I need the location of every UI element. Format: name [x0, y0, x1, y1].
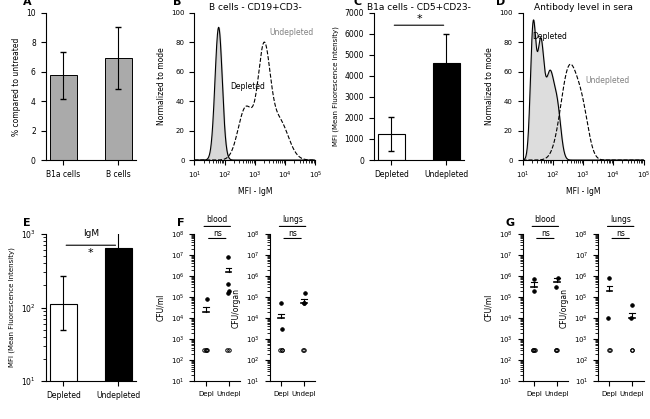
Text: Undepleted: Undepleted — [586, 76, 630, 85]
Text: G: G — [505, 218, 514, 228]
Text: Depleted: Depleted — [231, 82, 266, 91]
Y-axis label: CFU/ml: CFU/ml — [484, 294, 493, 321]
Y-axis label: CFU/organ: CFU/organ — [560, 287, 569, 328]
Text: ns: ns — [541, 230, 550, 238]
Bar — [378, 134, 405, 160]
Text: ns: ns — [288, 230, 297, 238]
Y-axis label: MFI (Mean Fluorescence Intensity): MFI (Mean Fluorescence Intensity) — [332, 26, 339, 146]
Text: blood: blood — [207, 215, 228, 224]
Y-axis label: CFU/organ: CFU/organ — [231, 287, 240, 328]
Text: blood: blood — [535, 215, 556, 224]
Text: F: F — [177, 218, 185, 228]
Text: A: A — [23, 0, 31, 7]
X-axis label: MFI - IgM: MFI - IgM — [238, 186, 272, 196]
X-axis label: MFI - IgM: MFI - IgM — [566, 186, 600, 196]
Text: IgM: IgM — [83, 229, 99, 238]
Text: lungs: lungs — [610, 215, 631, 224]
Bar — [105, 248, 132, 419]
Bar — [49, 305, 77, 419]
Y-axis label: Normalized to mode: Normalized to mode — [157, 47, 166, 125]
Text: *: * — [416, 14, 422, 24]
Text: C: C — [354, 0, 362, 7]
Bar — [105, 58, 132, 160]
Text: D: D — [496, 0, 505, 7]
Text: Undepleted: Undepleted — [270, 28, 314, 37]
Title: B cells - CD19+CD3-: B cells - CD19+CD3- — [209, 3, 302, 12]
Y-axis label: % compared to untreated: % compared to untreated — [12, 37, 21, 135]
Y-axis label: Normalized to mode: Normalized to mode — [485, 47, 494, 125]
Text: B: B — [173, 0, 181, 7]
Text: lungs: lungs — [282, 215, 303, 224]
Y-axis label: CFU/ml: CFU/ml — [157, 294, 165, 321]
Text: Depleted: Depleted — [532, 32, 567, 41]
Y-axis label: MFI (Mean Fluorescence Intensity): MFI (Mean Fluorescence Intensity) — [9, 248, 16, 367]
Bar — [49, 75, 77, 160]
Text: ns: ns — [616, 230, 625, 238]
Text: E: E — [23, 218, 31, 228]
Text: *: * — [88, 248, 94, 258]
Text: ns: ns — [213, 230, 222, 238]
Title: B1a cells - CD5+CD23-: B1a cells - CD5+CD23- — [367, 3, 471, 12]
Title: Antibody level in sera: Antibody level in sera — [534, 3, 632, 12]
Bar — [433, 63, 460, 160]
